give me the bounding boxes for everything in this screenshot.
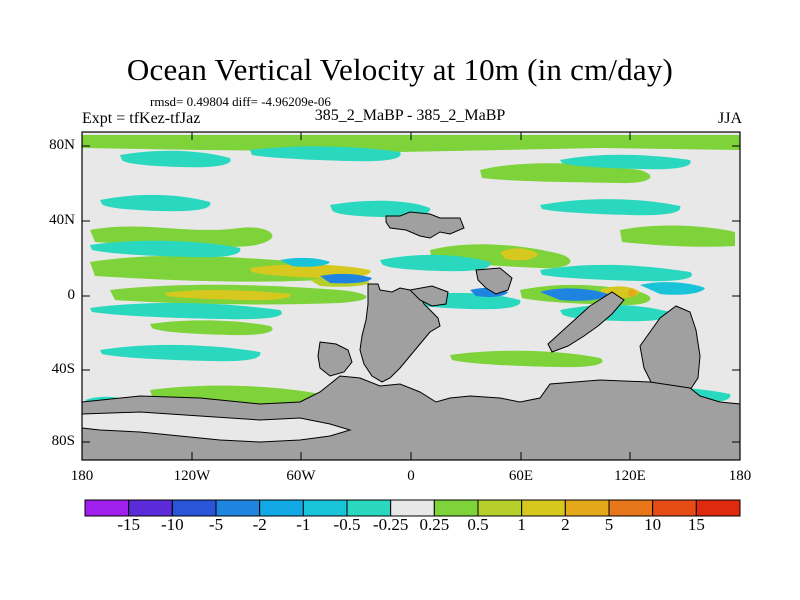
arctic-band	[82, 135, 740, 152]
lon-ticks	[191, 132, 631, 460]
season-label: JJA	[717, 110, 742, 127]
lon-label-0: 0	[407, 468, 415, 484]
colorbar-box	[477, 499, 523, 517]
colorbar-label: 0.5	[467, 515, 489, 534]
lon-label-120e: 120E	[614, 468, 646, 484]
colorbar-box	[128, 499, 173, 517]
australia-land	[639, 305, 701, 393]
colorbar-box	[608, 499, 654, 517]
colorbar-label: -15	[117, 515, 140, 534]
colorbar-box	[652, 499, 697, 517]
colorbar-box	[346, 499, 392, 517]
colorbar-label: 15	[687, 515, 705, 534]
colorbar-label: 10	[644, 515, 662, 534]
run-label: 385_2_MaBP - 385_2_MaBP	[314, 107, 506, 124]
stats-text: rmsd= 0.49804 diff= -4.96209e-06	[150, 94, 331, 109]
lat-label-80n: 80N	[49, 137, 75, 153]
colorbar-box	[259, 499, 304, 517]
lat-ticks	[82, 145, 740, 443]
antarctic-coast-notch	[81, 411, 352, 443]
colorbar	[84, 499, 741, 517]
southern-ocean-band-b	[450, 350, 603, 368]
colorbar-box	[171, 499, 217, 517]
west-pacific-band	[620, 225, 735, 247]
lon-label-180e: 180	[728, 468, 752, 484]
colorbar-label: -0.25	[372, 515, 409, 534]
colorbar-label: -5	[208, 515, 224, 534]
colorbar-box	[521, 499, 566, 517]
colorbar-box	[564, 499, 610, 517]
colorbar-box	[302, 499, 348, 517]
land-masses	[81, 211, 741, 461]
asia-peninsula-land	[475, 267, 513, 295]
colorbar-label: 5	[604, 515, 614, 534]
lon-label-180w: 180	[70, 468, 94, 484]
lat-label-40n: 40N	[49, 212, 75, 228]
colorbar-box	[433, 499, 479, 517]
lat-label-40s: 40S	[51, 361, 75, 377]
colorbar-box	[215, 499, 261, 517]
lon-label-60e: 60E	[508, 468, 534, 484]
colorbar-label: 2	[561, 515, 570, 534]
colorbar-label: -10	[160, 515, 184, 534]
colorbar-box	[695, 499, 741, 517]
lon-label-120w: 120W	[173, 468, 211, 484]
pacific-mid-band	[150, 320, 273, 336]
colorbar-box	[390, 499, 435, 517]
maritime-continent-land	[547, 291, 625, 353]
colorbar-label: -0.5	[333, 515, 361, 534]
north-atlantic-band	[480, 163, 651, 184]
colorbar-label: -2	[252, 515, 267, 534]
colorbar-label: -1	[296, 515, 311, 534]
lon-label-60w: 60W	[286, 468, 316, 484]
colorbar-label: 1	[517, 515, 526, 534]
experiment-label: Expt = tfKez-tfJaz	[82, 110, 201, 127]
map-panel	[81, 131, 741, 461]
colorbar-box	[84, 499, 130, 517]
colorbar-label: 0.25	[419, 515, 450, 534]
greenland-eurasia-land	[385, 211, 465, 239]
negative-mid-regions	[280, 257, 705, 295]
africa-land	[359, 283, 441, 383]
arabia-land	[408, 285, 449, 307]
lat-label-0: 0	[67, 287, 76, 303]
lat-label-80s: 80S	[51, 433, 75, 449]
map-title: Ocean Vertical Velocity at 10m (in cm/da…	[126, 52, 674, 87]
south-america-land	[317, 341, 353, 377]
